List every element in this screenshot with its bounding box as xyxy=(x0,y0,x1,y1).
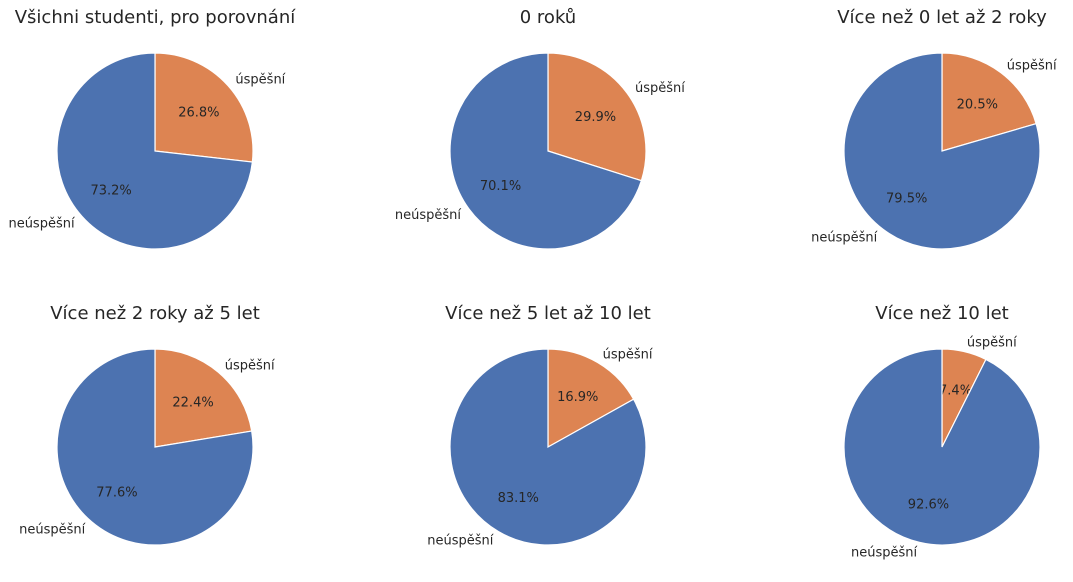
pie-chart-1: Všichni studenti, pro porovnání 26.8% úspě… xyxy=(8,7,297,250)
pie-category-label-uspesni: úspěšní xyxy=(235,73,285,88)
pie-percent-label-neuspesni: 73.2% xyxy=(90,184,131,199)
pie-slice-uspesni xyxy=(154,52,254,163)
pie-category-label-uspesni: úspěšní xyxy=(635,81,685,96)
pie-title: Více než 10 let xyxy=(875,303,1008,324)
pie-percent-label-neuspesni: 70.1% xyxy=(480,179,521,194)
pie-percent-label-neuspesni: 79.5% xyxy=(886,192,927,207)
pie-slice-uspesni xyxy=(941,52,1037,152)
pie-title: Více než 5 let až 10 let xyxy=(445,303,651,324)
pie-chart-5: Více než 5 let až 10 let 16.9% úspěšní 83.1… xyxy=(427,303,653,548)
pie-category-label-neuspesni: neúspěšní xyxy=(851,545,918,560)
pie-percent-label-uspesni: 29.9% xyxy=(575,110,616,125)
pie-title: Více než 2 roky až 5 let xyxy=(50,303,260,324)
pie-category-label-uspesni: úspěšní xyxy=(967,336,1017,351)
pie-chart-6: Více než 10 let 7.4% úspěšní 92.6% neúspěšní xyxy=(843,303,1041,560)
pie-category-label-neuspesni: neúspěšní xyxy=(8,216,75,231)
pie-slice-neuspesni xyxy=(843,52,1041,250)
pie-percent-label-uspesni: 7.4% xyxy=(939,383,972,398)
pie-category-label-neuspesni: neúspěšní xyxy=(811,231,878,246)
pie-slice-neuspesni xyxy=(449,52,643,250)
pie-title: Více než 0 let až 2 roky xyxy=(837,7,1047,28)
pie-title: Všichni studenti, pro porovnání xyxy=(15,7,297,28)
pie-category-label-uspesni: úspěšní xyxy=(225,358,275,373)
pie-percent-label-uspesni: 20.5% xyxy=(957,97,998,112)
pie-category-label-uspesni: úspěšní xyxy=(603,348,653,363)
pie-slice-neuspesni xyxy=(449,348,647,546)
pie-percent-label-neuspesni: 77.6% xyxy=(96,485,137,500)
pie-category-label-uspesni: úspěšní xyxy=(1007,58,1057,73)
pie-percent-label-uspesni: 16.9% xyxy=(557,390,598,405)
pie-chart-2: 0 roků 29.9% úspěšní 70.1% neúspěšní xyxy=(395,7,685,250)
pie-slice-neuspesni xyxy=(56,348,254,546)
pie-category-label-neuspesni: neúspěšní xyxy=(19,523,86,538)
pie-percent-label-neuspesni: 92.6% xyxy=(908,498,949,513)
pie-slice-uspesni xyxy=(547,348,635,449)
pie-percent-label-neuspesni: 83.1% xyxy=(498,491,539,506)
pie-chart-3: Více než 0 let až 2 roky 20.5% úspěšní 79.5… xyxy=(811,7,1057,250)
pie-category-label-neuspesni: neúspěšní xyxy=(395,208,462,223)
pie-percent-label-uspesni: 22.4% xyxy=(172,396,213,411)
pie-slice-neuspesni xyxy=(56,52,254,250)
pie-percent-label-uspesni: 26.8% xyxy=(178,105,219,120)
pie-chart-4: Více než 2 roky až 5 let 22.4% úspěšní 77.6… xyxy=(19,303,275,546)
pie-slice-neuspesni xyxy=(843,348,1041,546)
pie-slice-uspesni xyxy=(154,348,253,448)
pie-category-label-neuspesni: neúspěšní xyxy=(427,533,494,548)
pie-title: 0 roků xyxy=(520,7,576,28)
pie-slice-uspesni xyxy=(547,52,647,182)
